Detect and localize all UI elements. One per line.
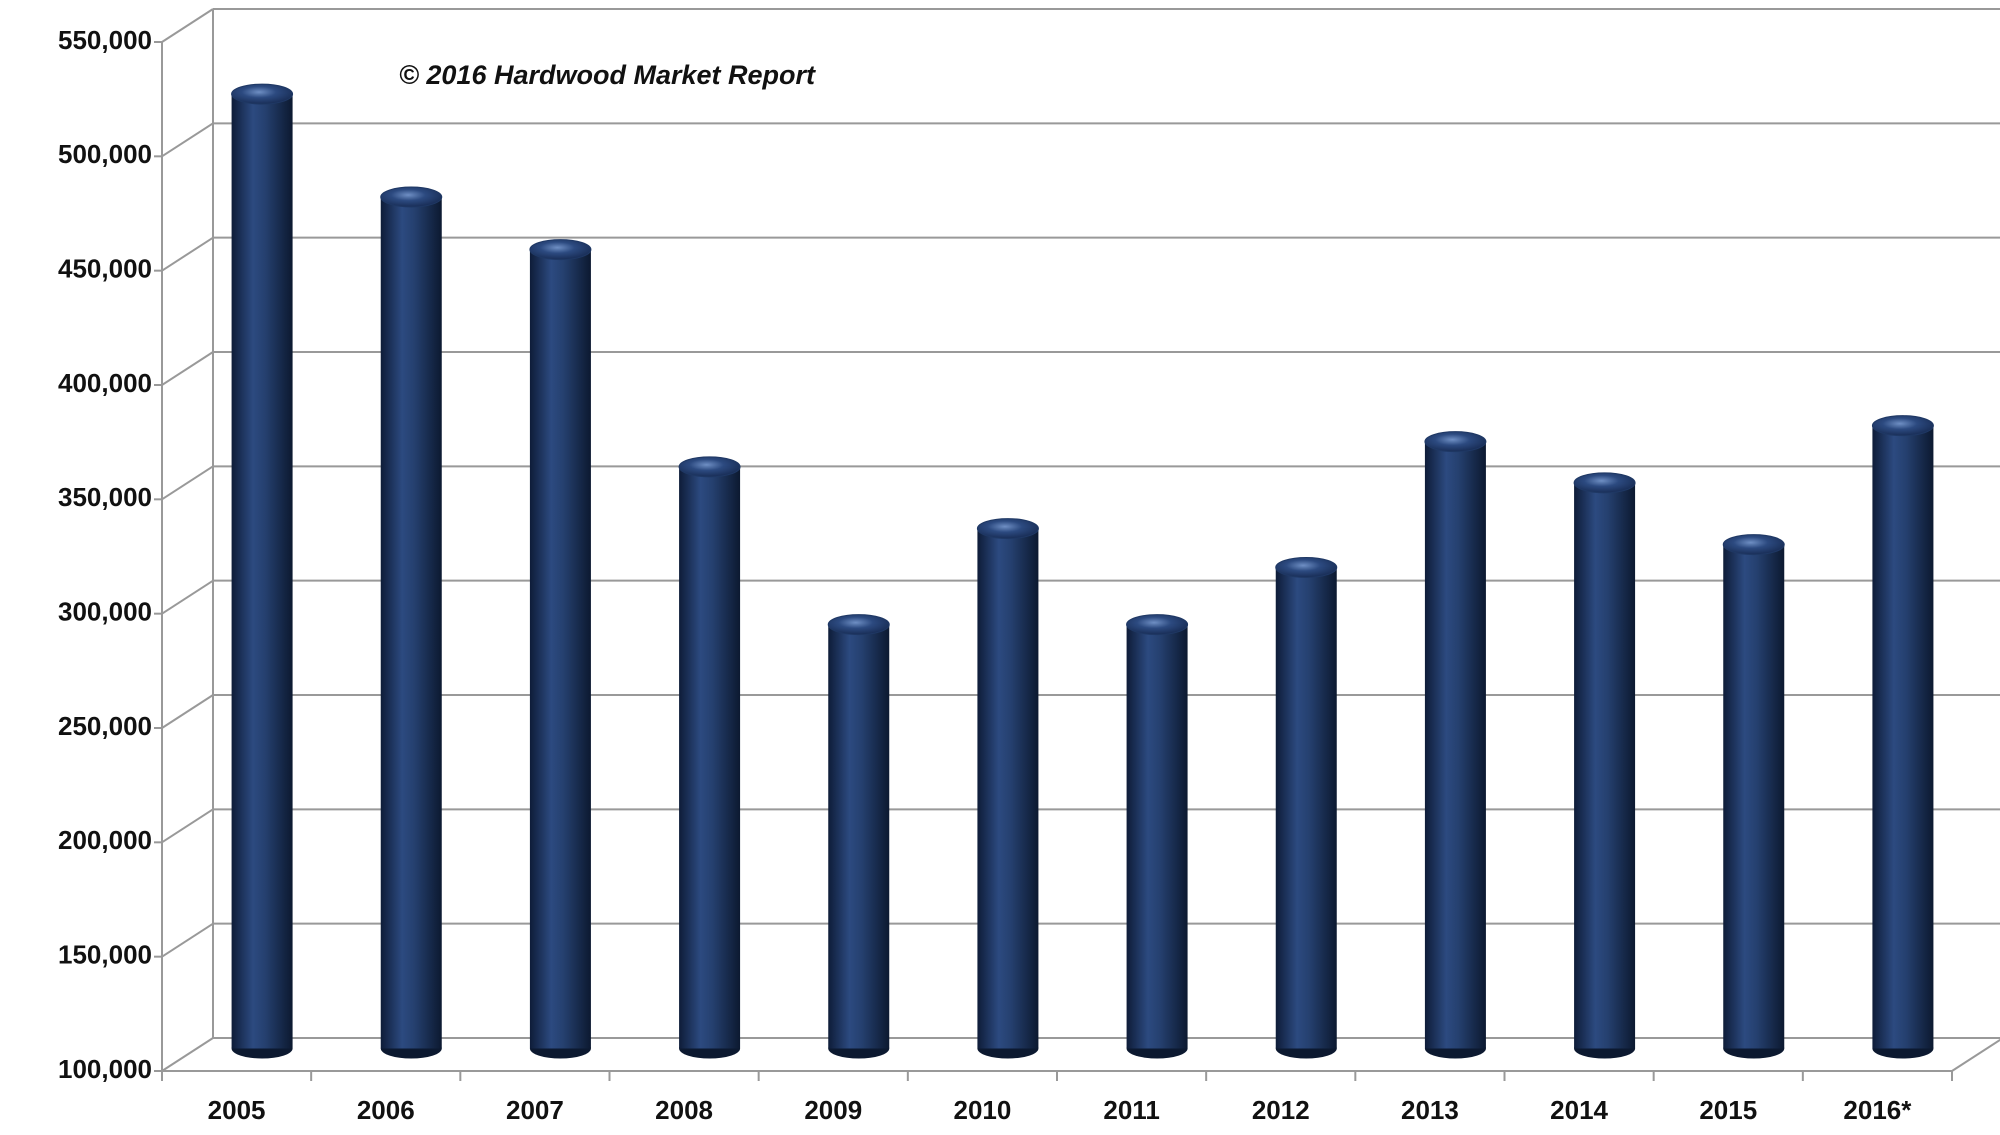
bar-group [1424,431,1487,1059]
y-tick-label: 500,000 [58,139,152,169]
bar [529,249,591,1049]
x-tick-label: 2008 [655,1095,713,1125]
bar [1275,567,1337,1049]
annotation: © 2016 Hardwood Market Report [399,60,816,90]
grid-line [161,579,214,615]
bar-group [827,614,890,1059]
x-tick-label: 2010 [953,1095,1011,1125]
y-tick-label: 250,000 [58,711,152,741]
bar-group [1126,614,1189,1059]
bar [1424,441,1486,1049]
x-tick-label: 2015 [1699,1095,1757,1125]
bar-group [529,239,592,1059]
bar [977,528,1039,1049]
bar [231,94,293,1049]
y-tick-label: 350,000 [58,482,152,512]
bar-group [1275,556,1338,1059]
bar-group [380,186,443,1059]
y-tick-label: 550,000 [58,25,152,55]
grid-line [161,8,214,43]
x-tick-label: 2005 [208,1095,266,1125]
bar [380,197,442,1049]
bar-group [1722,534,1785,1059]
bar [679,466,741,1049]
grid-line [161,1037,214,1072]
bar-group [231,83,294,1059]
x-tick-label: 2006 [357,1095,415,1125]
bar [1723,544,1785,1049]
grid-line [161,122,214,158]
bar [1872,425,1934,1049]
bar-group [976,518,1039,1059]
y-tick-label: 400,000 [58,368,152,398]
floor-right [1951,1038,2000,1072]
x-tick-label: 2013 [1401,1095,1459,1125]
bar-group [1871,415,1934,1059]
y-tick-label: 200,000 [58,825,152,855]
bar-group [1573,472,1636,1059]
x-tick-label: 2011 [1103,1095,1159,1125]
y-tick-label: 450,000 [58,254,152,284]
grid-line [161,351,214,386]
bar-group [678,456,741,1059]
y-tick-label: 300,000 [58,597,152,627]
y-tick-label: 100,000 [58,1054,152,1084]
x-tick-label: 2007 [506,1095,564,1125]
x-tick-label: 2012 [1252,1095,1310,1125]
grid-line [161,922,214,958]
x-tick-label: 2016* [1843,1095,1912,1125]
bar [1126,624,1188,1049]
grid-line [161,808,214,844]
grid-line [161,236,214,272]
grid-line [161,465,214,501]
x-tick-label: 2014 [1550,1095,1608,1125]
bar [1574,482,1636,1049]
grid-line [161,694,214,729]
x-tick-label: 2009 [804,1095,862,1125]
bar-cap [529,239,592,261]
bar [828,624,890,1049]
y-tick-label: 150,000 [58,940,152,970]
